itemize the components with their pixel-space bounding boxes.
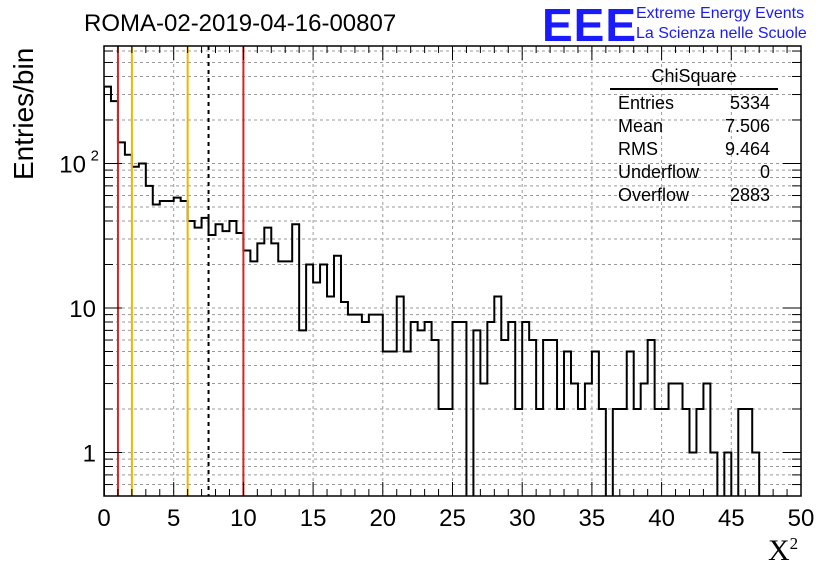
x-tick-label: 10	[230, 505, 257, 532]
stats-label: Entries	[618, 93, 675, 113]
stats-row-mean: Mean 7.506	[610, 115, 778, 138]
histogram-series	[104, 85, 801, 496]
eee-logo: EEE	[542, 0, 638, 51]
y-tick-label: 10	[69, 296, 96, 323]
x-tick-label: 45	[718, 505, 745, 532]
x-tick-label: 20	[369, 505, 396, 532]
stats-label: Overflow	[618, 185, 690, 205]
stats-label: RMS	[618, 139, 658, 159]
stats-value: 7.506	[724, 116, 770, 136]
x-axis-label-symbol: X	[768, 534, 790, 567]
x-tick-label: 5	[167, 505, 180, 532]
stats-box: ChiSquare Entries 5334 Mean 7.506 RMS 9.…	[610, 66, 778, 207]
x-axis-label-superscript: 2	[789, 534, 799, 553]
stats-label: Underflow	[618, 162, 700, 182]
x-tick-label: 30	[509, 505, 536, 532]
stats-value: 5334	[729, 93, 770, 113]
stats-row-overflow: Overflow 2883	[610, 184, 778, 207]
x-tick-label: 40	[648, 505, 675, 532]
stats-value: 0	[759, 162, 770, 182]
y-tick-label: 10	[59, 151, 86, 178]
y-tick-label-exponent: 2	[91, 147, 99, 164]
stats-value: 2883	[729, 185, 770, 205]
stats-row-entries: Entries 5334	[610, 92, 778, 115]
y-tick-label: 1	[83, 440, 96, 467]
stats-value: 9.464	[724, 139, 770, 159]
logo-line-2: La Scienza nelle Scuole	[636, 25, 807, 42]
stats-label: Mean	[618, 116, 664, 136]
x-tick-label: 0	[97, 505, 110, 532]
x-tick-label: 35	[579, 505, 606, 532]
x-tick-label: 25	[439, 505, 466, 532]
stats-title: ChiSquare	[610, 66, 778, 90]
stats-row-rms: RMS 9.464	[610, 138, 778, 161]
x-tick-label: 50	[788, 505, 815, 532]
x-tick-label: 15	[300, 505, 327, 532]
chart-title: ROMA-02-2019-04-16-00807	[84, 10, 397, 37]
logo-line-1: Extreme Energy Events	[636, 5, 805, 22]
y-axis-label: Entries/bin	[8, 47, 39, 180]
stats-row-underflow: Underflow 0	[610, 161, 778, 184]
x-axis-label: X2	[768, 534, 798, 568]
logo-caption: Extreme Energy Events La Scienza nelle S…	[636, 4, 807, 44]
